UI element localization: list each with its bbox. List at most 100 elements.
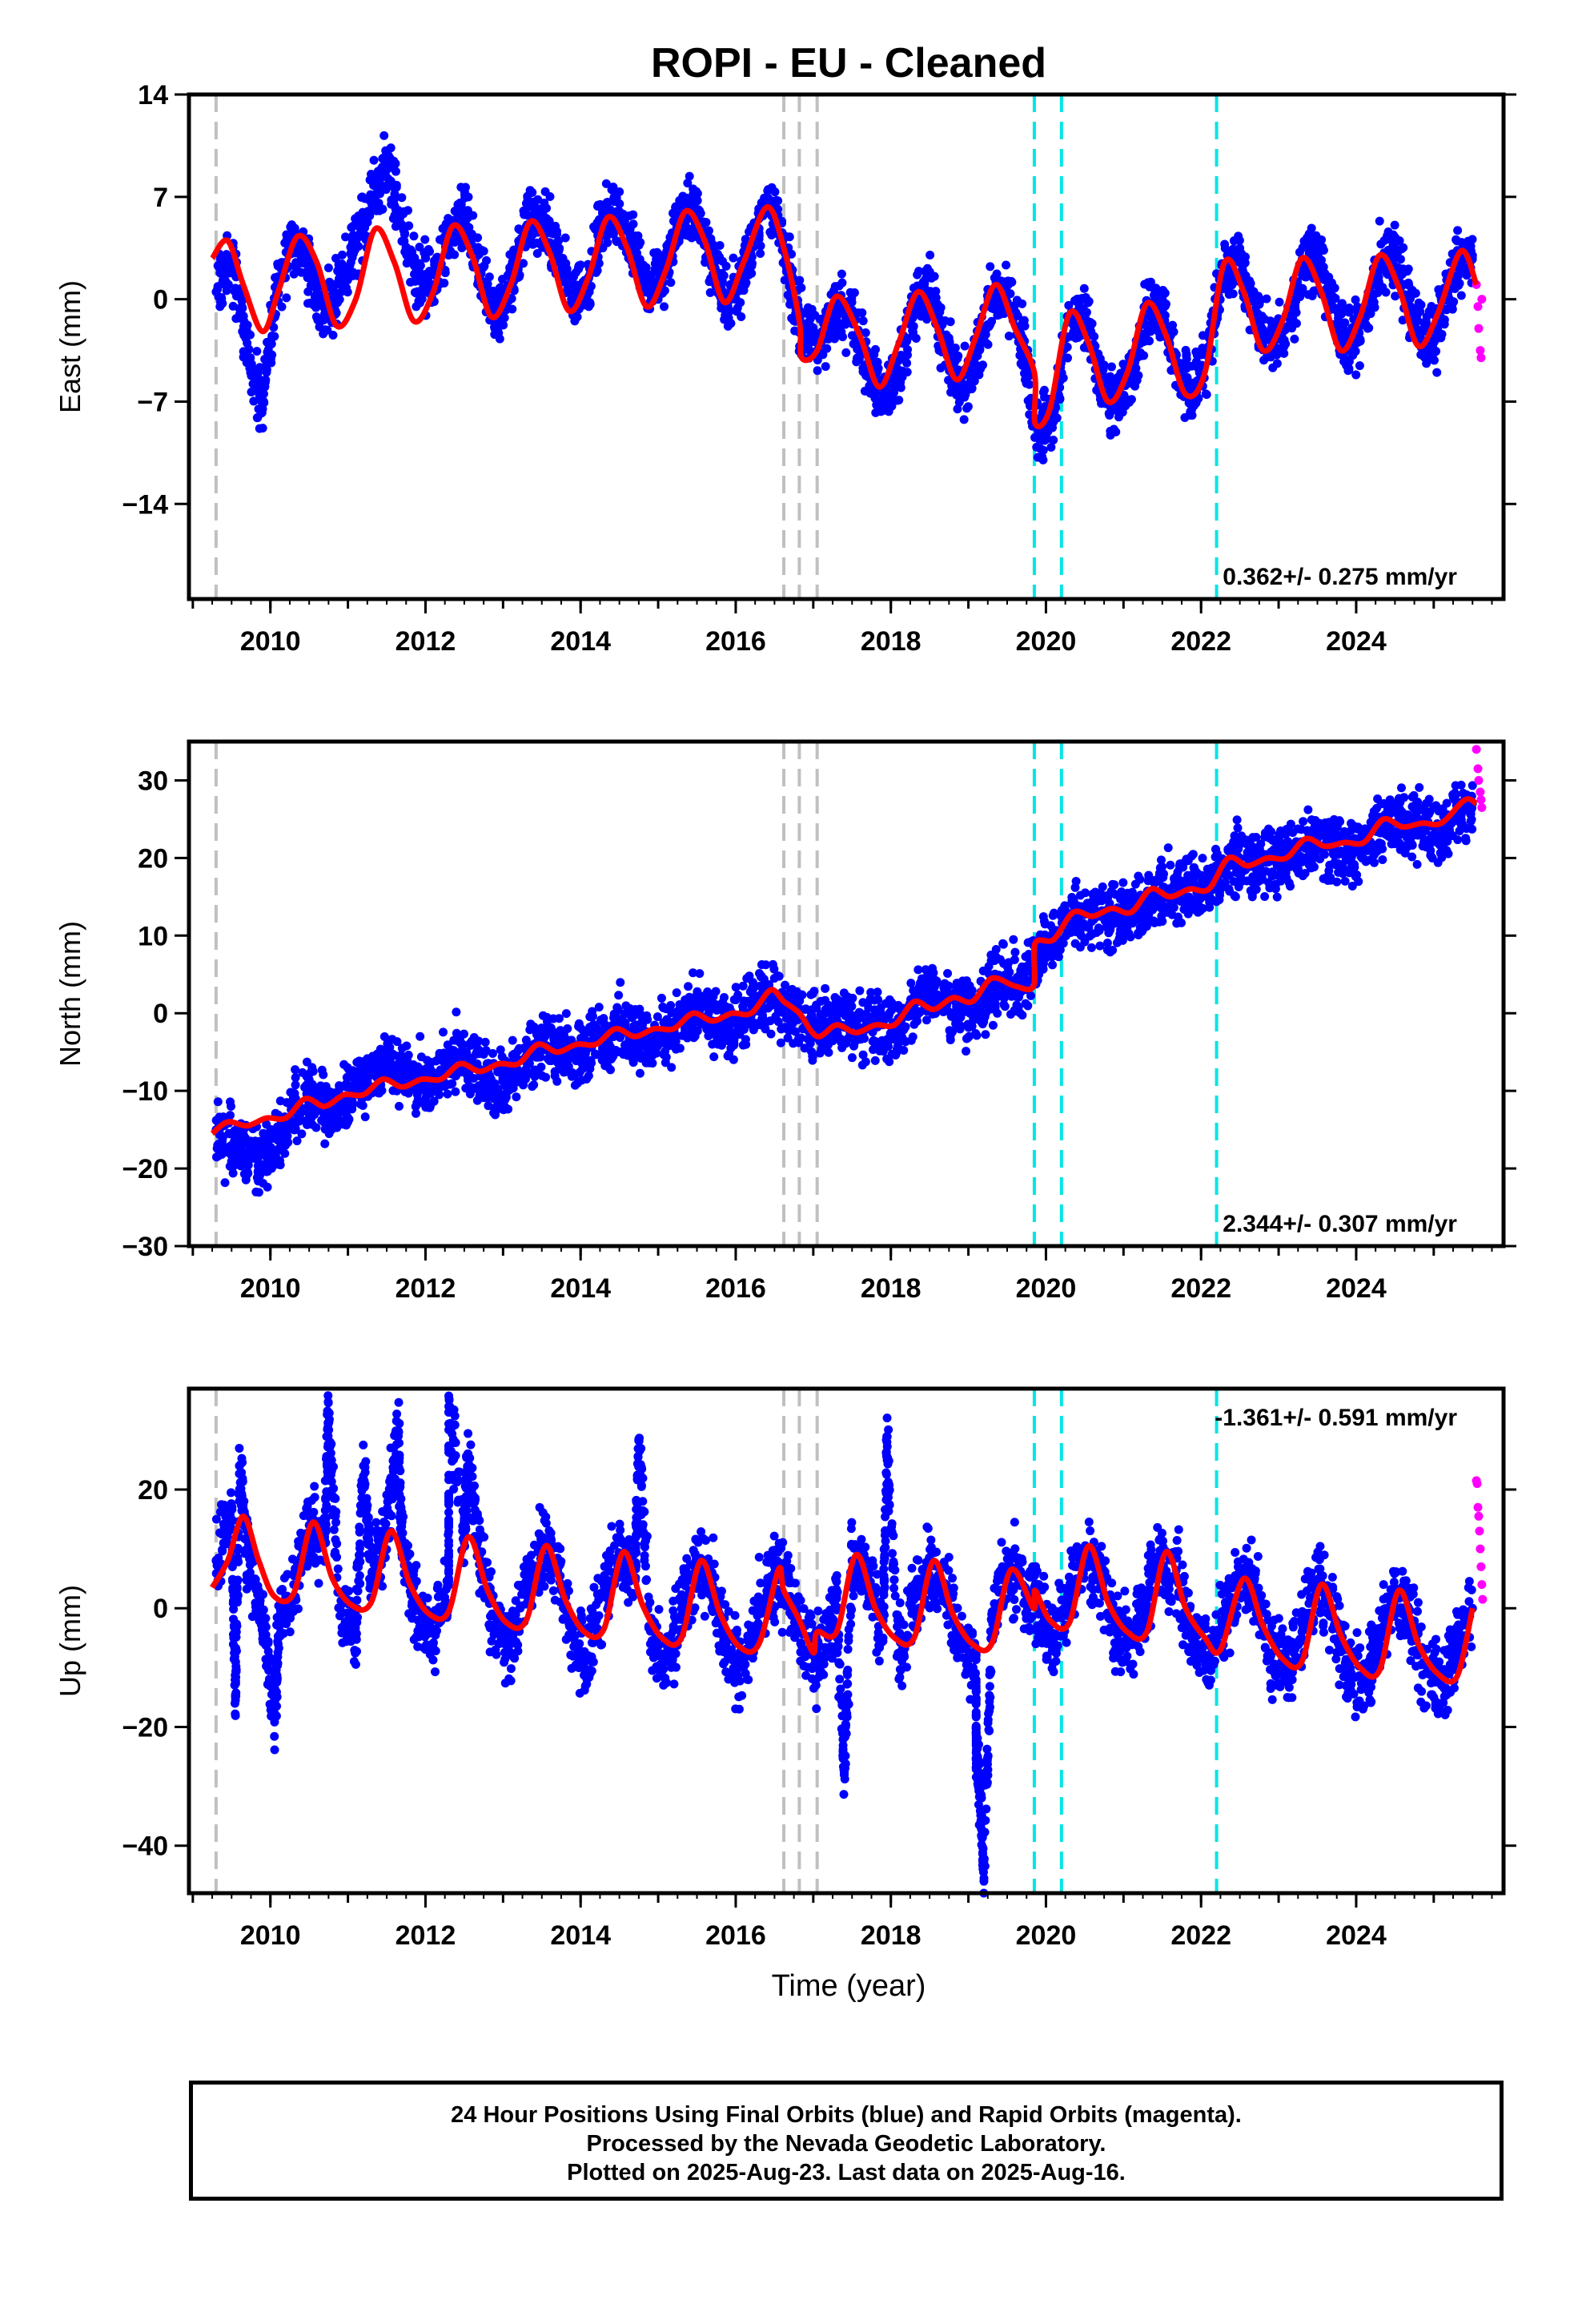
final-orbit-point — [1146, 327, 1155, 336]
final-orbit-point — [280, 238, 290, 247]
final-orbit-point — [249, 368, 259, 377]
final-orbit-point — [528, 1069, 537, 1079]
x-tick-label: 2022 — [1170, 626, 1231, 657]
final-orbit-point — [416, 1031, 425, 1041]
x-tick-label: 2012 — [396, 626, 456, 657]
final-orbit-point — [684, 982, 693, 991]
final-orbit-point — [1255, 300, 1264, 309]
final-orbit-point — [479, 247, 488, 256]
final-orbit-point — [559, 1056, 568, 1066]
final-orbit-point — [693, 189, 702, 199]
final-orbit-point — [412, 1108, 421, 1118]
y-tick-label: −14 — [122, 489, 168, 520]
x-tick-label: 2024 — [1326, 626, 1387, 657]
final-orbit-point — [1287, 315, 1297, 324]
final-orbit-point — [1381, 287, 1391, 297]
final-orbit-point — [444, 215, 454, 224]
final-orbit-point — [1118, 408, 1127, 417]
final-orbit-point — [993, 311, 1002, 320]
final-orbit-point — [914, 267, 924, 276]
final-orbit-point — [838, 332, 848, 342]
final-orbit-point — [837, 269, 846, 279]
final-orbit-point — [946, 317, 955, 327]
final-orbit-point — [526, 1019, 536, 1029]
final-orbit-point — [541, 1072, 551, 1082]
final-orbit-point — [435, 1090, 444, 1100]
final-orbit-point — [243, 320, 252, 330]
final-orbit-point — [695, 969, 705, 979]
final-orbit-point — [917, 312, 926, 321]
final-orbit-point — [687, 233, 697, 243]
final-orbit-point — [1074, 332, 1083, 342]
final-orbit-point — [430, 256, 440, 266]
final-orbit-point — [667, 1063, 677, 1072]
final-orbit-point — [704, 226, 713, 235]
final-orbit-point — [324, 277, 334, 287]
final-orbit-point — [439, 1027, 448, 1037]
rapid-orbit-point — [1474, 324, 1484, 333]
final-orbit-point — [383, 174, 393, 183]
final-orbit-point — [1136, 351, 1146, 360]
final-orbit-point — [881, 398, 891, 408]
final-orbit-point — [291, 1080, 300, 1090]
final-orbit-point — [1079, 283, 1089, 293]
final-orbit-point — [290, 223, 299, 233]
final-orbit-point — [1422, 359, 1431, 368]
final-orbit-point — [417, 294, 427, 304]
final-orbit-point — [638, 1020, 648, 1030]
final-orbit-point — [978, 360, 988, 370]
final-orbit-point — [711, 1023, 721, 1032]
final-orbit-point — [213, 1097, 223, 1107]
final-orbit-point — [1431, 347, 1441, 356]
final-orbit-point — [263, 1182, 272, 1192]
final-orbit-point — [1290, 334, 1299, 344]
final-orbit-point — [713, 1030, 722, 1039]
final-orbit-point — [404, 1050, 413, 1059]
final-orbit-point — [725, 1021, 735, 1031]
final-orbit-point — [802, 320, 812, 330]
final-orbit-point — [532, 1052, 541, 1062]
final-orbit-point — [635, 1068, 644, 1078]
final-orbit-point — [464, 229, 474, 239]
final-orbit-point — [452, 1007, 461, 1017]
final-orbit-point — [449, 1035, 459, 1045]
final-orbit-point — [243, 1160, 253, 1170]
final-orbit-point — [917, 279, 927, 289]
final-orbit-point — [681, 995, 690, 1004]
final-orbit-point — [323, 263, 333, 273]
final-orbit-point — [589, 222, 599, 231]
final-orbit-point — [415, 243, 424, 252]
final-orbit-point — [1393, 252, 1403, 262]
final-orbit-point — [321, 1082, 331, 1092]
final-orbit-point — [871, 408, 881, 417]
final-orbit-point — [251, 1187, 261, 1196]
final-orbit-point — [1113, 372, 1122, 382]
final-orbit-point — [1150, 289, 1160, 299]
final-orbit-point — [259, 389, 268, 399]
final-orbit-point — [761, 960, 771, 970]
final-orbit-point — [994, 300, 1004, 310]
final-orbit-point — [959, 415, 969, 424]
final-orbit-point — [443, 1089, 452, 1099]
final-orbit-point — [963, 383, 973, 392]
final-orbit-point — [1127, 375, 1137, 384]
final-orbit-point — [1234, 231, 1243, 241]
final-orbit-point — [456, 199, 466, 209]
east-rate-label: 0.362+/- 0.275 mm/yr — [1223, 564, 1457, 590]
final-orbit-point — [1126, 395, 1136, 404]
final-orbit-point — [260, 378, 270, 388]
final-orbit-point — [603, 238, 612, 247]
final-orbit-point — [389, 156, 399, 166]
final-orbit-point — [383, 164, 393, 174]
final-orbit-point — [289, 269, 299, 279]
final-orbit-point — [540, 213, 550, 223]
final-orbit-point — [464, 1039, 474, 1049]
final-orbit-point — [237, 302, 247, 312]
final-orbit-point — [357, 192, 367, 202]
final-orbit-point — [1375, 216, 1384, 226]
east-panel: 2010 2012 2014 2016 2018 2020 2022 2024−14−7071… — [54, 80, 1516, 657]
final-orbit-point — [1344, 308, 1354, 317]
final-orbit-point — [357, 1060, 367, 1070]
final-orbit-point — [351, 235, 361, 245]
final-orbit-point — [355, 223, 365, 232]
